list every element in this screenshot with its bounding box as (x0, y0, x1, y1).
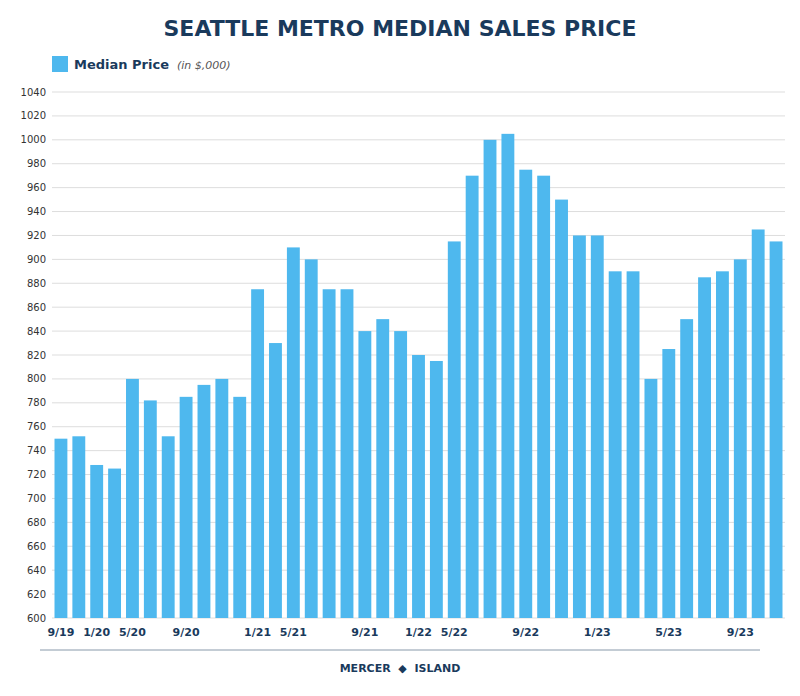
y-tick-label: 880 (27, 278, 46, 289)
bar (198, 385, 211, 618)
bar (484, 140, 497, 618)
legend-swatch (52, 56, 68, 72)
y-tick-label: 760 (27, 421, 46, 432)
y-tick-label: 860 (27, 302, 46, 313)
bar (72, 436, 85, 618)
grid-line (52, 115, 785, 116)
bar (537, 176, 550, 618)
y-tick-label: 660 (27, 541, 46, 552)
bar (376, 319, 389, 618)
bar (215, 379, 228, 618)
grid-line (52, 259, 785, 260)
bar (394, 331, 407, 618)
bar (233, 397, 246, 618)
bars (55, 134, 783, 618)
grid-line (52, 307, 785, 308)
bar (644, 379, 657, 618)
y-tick-label: 1000 (21, 134, 46, 145)
x-tick-label: 9/22 (512, 626, 539, 639)
bar (716, 271, 729, 618)
grid-line (52, 187, 785, 188)
grid-line (52, 235, 785, 236)
y-tick-label: 980 (27, 158, 46, 169)
legend-note: (in $,000) (177, 59, 231, 72)
bar (680, 319, 693, 618)
footer-label: MERCER ◆ ISLAND (340, 662, 461, 675)
bar (591, 235, 604, 618)
grid-line (52, 331, 785, 332)
x-tick-label: 5/22 (441, 626, 468, 639)
bar (287, 247, 300, 618)
bar (501, 134, 514, 618)
bar (734, 259, 747, 618)
bar (609, 271, 622, 618)
bar (752, 229, 765, 618)
bar (430, 361, 443, 618)
bar (466, 176, 479, 618)
x-tick-label: 1/23 (584, 626, 611, 639)
grid-line (52, 163, 785, 164)
footer-rule (40, 650, 760, 651)
bar (55, 439, 68, 618)
y-tick-label: 600 (27, 613, 46, 624)
grid-line (52, 211, 785, 212)
grid-line (52, 283, 785, 284)
bar (573, 235, 586, 618)
bar (448, 241, 461, 618)
bar (305, 259, 318, 618)
y-tick-label: 620 (27, 589, 46, 600)
grid-line (52, 92, 785, 93)
y-tick-label: 780 (27, 397, 46, 408)
grid (52, 92, 785, 618)
y-tick-label: 640 (27, 565, 46, 576)
y-tick-label: 1020 (21, 110, 46, 121)
x-tick-label: 9/21 (351, 626, 378, 639)
bar (662, 349, 675, 618)
bar (770, 241, 783, 618)
y-tick-label: 920 (27, 230, 46, 241)
y-tick-label: 820 (27, 350, 46, 361)
legend: Median Price (in $,000) (52, 56, 231, 72)
bar (698, 277, 711, 618)
bar (412, 355, 425, 618)
x-tick-label: 9/20 (173, 626, 200, 639)
y-tick-label: 740 (27, 445, 46, 456)
bar (269, 343, 282, 618)
x-tick-label: 9/23 (727, 626, 754, 639)
grid-line (52, 139, 785, 140)
y-tick-label: 840 (27, 326, 46, 337)
bar (162, 436, 175, 618)
x-tick-label: 1/22 (405, 626, 432, 639)
bar (358, 331, 371, 618)
bar (251, 289, 264, 618)
x-tick-label: 1/20 (83, 626, 110, 639)
legend-label: Median Price (74, 57, 169, 72)
bar (180, 397, 193, 618)
bar (323, 289, 336, 618)
bar (144, 400, 157, 618)
x-tick-label: 1/21 (244, 626, 271, 639)
bar (90, 465, 103, 618)
y-tick-label: 900 (27, 254, 46, 265)
bar (519, 170, 532, 618)
y-tick-label: 720 (27, 469, 46, 480)
bar (341, 289, 354, 618)
x-tick-label: 5/20 (119, 626, 146, 639)
y-tick-label: 1040 (21, 87, 46, 98)
y-tick-label: 700 (27, 493, 46, 504)
y-tick-label: 800 (27, 373, 46, 384)
bar (108, 469, 121, 618)
title: SEATTLE METRO MEDIAN SALES PRICE (164, 16, 637, 41)
y-tick-label: 940 (27, 206, 46, 217)
x-tick-label: 5/21 (280, 626, 307, 639)
x-tick-label: 9/19 (47, 626, 74, 639)
y-tick-label: 960 (27, 182, 46, 193)
bar (555, 200, 568, 618)
bar (627, 271, 640, 618)
x-tick-label: 5/23 (655, 626, 682, 639)
bar (126, 379, 139, 618)
y-tick-label: 680 (27, 517, 46, 528)
